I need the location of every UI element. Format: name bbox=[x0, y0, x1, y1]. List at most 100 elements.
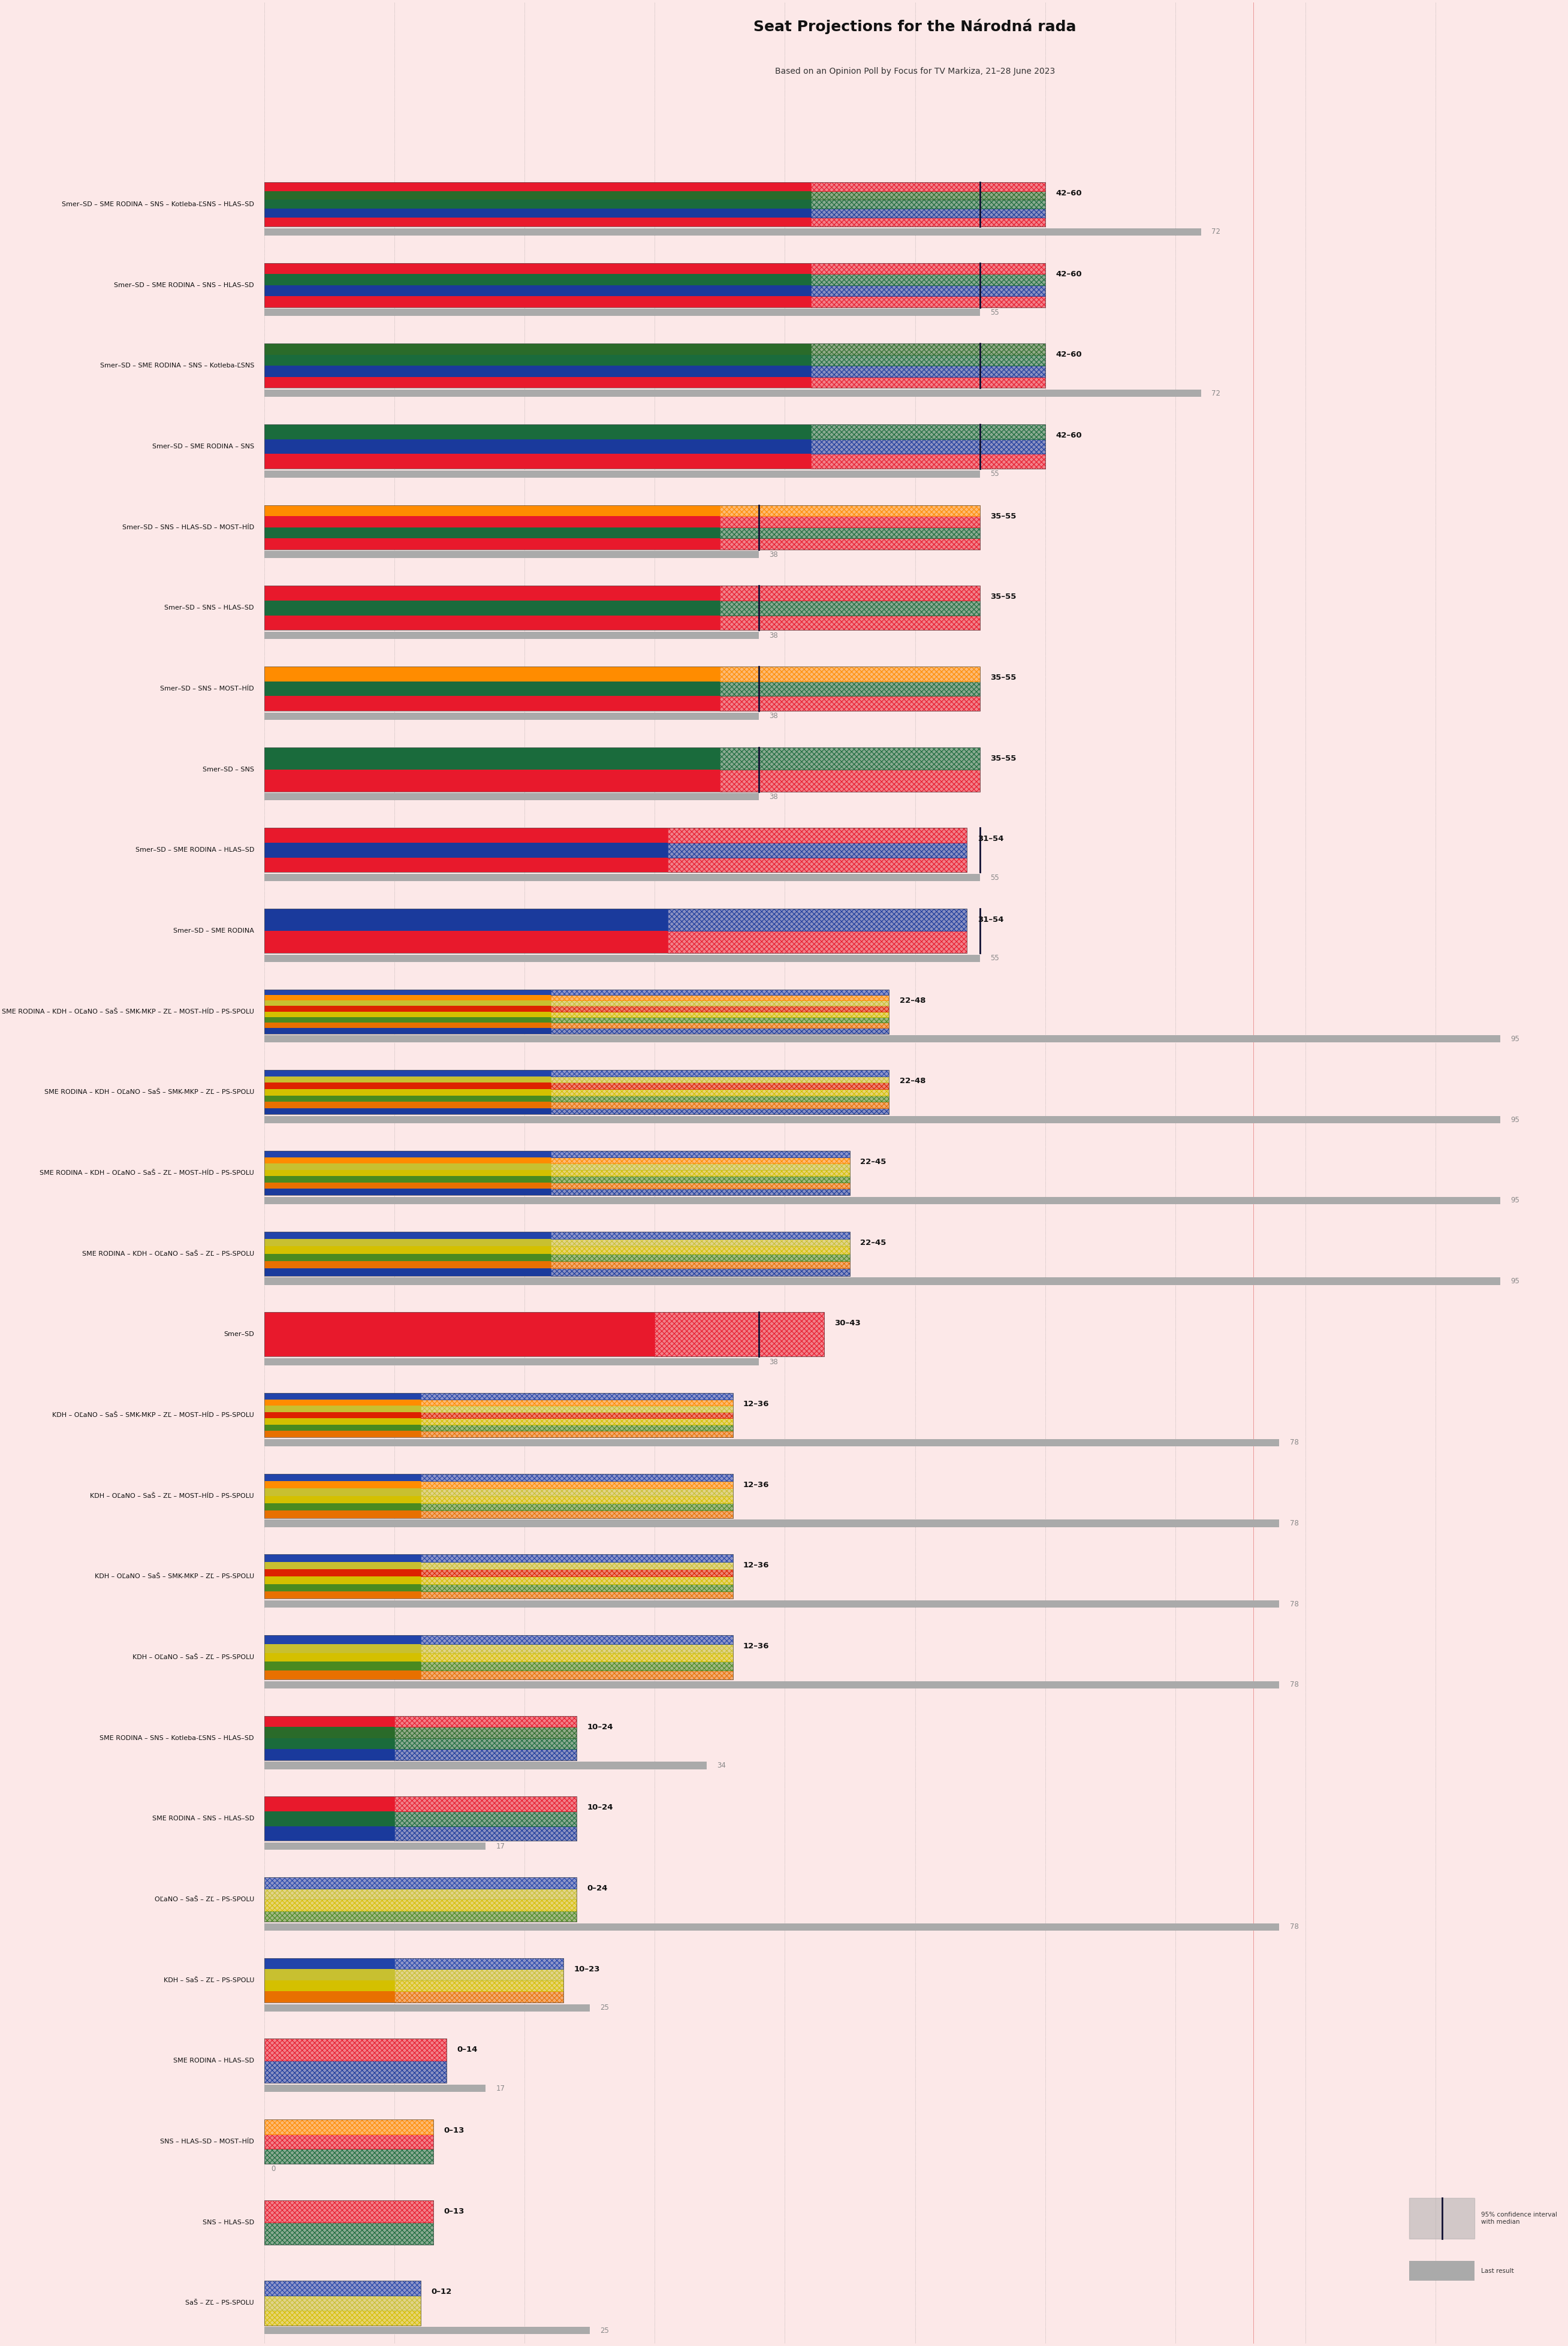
Bar bbox=[420, 1584, 732, 1591]
Bar bbox=[265, 2280, 420, 2297]
Bar bbox=[550, 1171, 850, 1175]
Bar bbox=[265, 2039, 447, 2062]
Bar bbox=[420, 1504, 732, 1511]
Bar bbox=[720, 769, 980, 791]
Bar bbox=[265, 2149, 434, 2163]
Bar bbox=[265, 666, 720, 680]
Bar bbox=[420, 1661, 732, 1670]
Bar bbox=[265, 1412, 420, 1419]
Bar bbox=[265, 2201, 434, 2245]
Bar bbox=[265, 1279, 1501, 1286]
Bar bbox=[811, 343, 1046, 354]
Bar bbox=[265, 1253, 550, 1262]
Text: 17: 17 bbox=[495, 2086, 505, 2093]
Text: 35–55: 35–55 bbox=[991, 755, 1016, 762]
Bar bbox=[265, 875, 980, 882]
Bar bbox=[550, 1246, 850, 1253]
Text: Smer–SD – SME RODINA – SNS – HLAS–SD: Smer–SD – SME RODINA – SNS – HLAS–SD bbox=[114, 282, 254, 289]
Text: Smer–SD: Smer–SD bbox=[224, 1333, 254, 1337]
Bar bbox=[395, 1825, 577, 1842]
Bar bbox=[550, 1164, 850, 1171]
Bar bbox=[265, 209, 811, 218]
Text: 95: 95 bbox=[1512, 1196, 1519, 1203]
Bar bbox=[265, 1431, 420, 1438]
Text: SME RODINA – KDH – OĽaNO – SaŠ – SMK-MKP – ZĽ – PS-SPOLU: SME RODINA – KDH – OĽaNO – SaŠ – SMK-MKP… bbox=[44, 1089, 254, 1096]
Bar bbox=[811, 199, 1046, 209]
Bar bbox=[265, 1900, 577, 1910]
Bar bbox=[420, 1497, 732, 1504]
Bar bbox=[265, 842, 668, 859]
Text: KDH – SaŠ – ZĽ – PS-SPOLU: KDH – SaŠ – ZĽ – PS-SPOLU bbox=[163, 1978, 254, 1982]
Text: Smer–SD – SME RODINA – SNS – Kotleba-ĽSNS – HLAS–SD: Smer–SD – SME RODINA – SNS – Kotleba-ĽSN… bbox=[61, 202, 254, 206]
Bar bbox=[811, 218, 1046, 228]
Bar bbox=[811, 378, 1046, 387]
Bar bbox=[265, 1103, 550, 1107]
Bar bbox=[265, 680, 720, 697]
Bar bbox=[395, 1980, 564, 1992]
Bar bbox=[265, 1797, 577, 1842]
Bar bbox=[395, 1750, 577, 1759]
Bar bbox=[420, 1473, 732, 1480]
Bar bbox=[550, 999, 889, 1006]
Bar bbox=[550, 990, 889, 995]
Bar bbox=[668, 931, 967, 952]
Bar bbox=[265, 1107, 550, 1114]
Bar bbox=[420, 1480, 732, 1487]
Bar bbox=[811, 439, 1046, 453]
Text: 22–48: 22–48 bbox=[900, 997, 925, 1004]
Bar bbox=[265, 1992, 395, 2003]
Bar bbox=[265, 1077, 550, 1084]
Bar bbox=[395, 1980, 564, 1992]
Bar bbox=[420, 1419, 732, 1424]
Text: 12–36: 12–36 bbox=[743, 1562, 770, 1569]
Bar bbox=[720, 504, 980, 516]
Bar bbox=[720, 586, 980, 601]
Bar bbox=[265, 2086, 486, 2093]
Bar bbox=[265, 2062, 447, 2083]
Bar bbox=[811, 263, 1046, 274]
Bar bbox=[265, 1189, 550, 1194]
Bar bbox=[395, 1811, 577, 1825]
Bar bbox=[265, 1487, 420, 1497]
Text: Smer–SD – SME RODINA – HLAS–SD: Smer–SD – SME RODINA – HLAS–SD bbox=[135, 847, 254, 854]
Bar bbox=[550, 1152, 850, 1157]
Text: SME RODINA – SNS – HLAS–SD: SME RODINA – SNS – HLAS–SD bbox=[152, 1816, 254, 1823]
Bar bbox=[265, 1738, 395, 1750]
Bar bbox=[265, 2135, 434, 2149]
Bar bbox=[668, 908, 967, 931]
Text: 34: 34 bbox=[717, 1762, 726, 1769]
Bar bbox=[265, 908, 967, 952]
Bar bbox=[265, 1480, 420, 1487]
Bar bbox=[265, 516, 720, 528]
Bar bbox=[265, 1035, 1501, 1042]
Bar bbox=[265, 2327, 590, 2334]
Bar bbox=[265, 183, 811, 190]
Text: 31–54: 31–54 bbox=[977, 835, 1004, 842]
Text: KDH – OĽaNO – SaŠ – SMK-MKP – ZĽ – MOST–HÍD – PS-SPOLU: KDH – OĽaNO – SaŠ – SMK-MKP – ZĽ – MOST–… bbox=[52, 1412, 254, 1419]
Bar bbox=[265, 1011, 550, 1018]
Bar bbox=[420, 1635, 732, 1645]
Bar bbox=[668, 828, 967, 842]
Bar bbox=[811, 274, 1046, 284]
Bar bbox=[265, 1635, 732, 1680]
Bar bbox=[265, 1152, 850, 1194]
Bar bbox=[420, 1591, 732, 1600]
Text: 78: 78 bbox=[1290, 1924, 1298, 1931]
Bar bbox=[265, 1889, 577, 1900]
Bar bbox=[265, 828, 668, 842]
Bar bbox=[720, 537, 980, 549]
Bar bbox=[668, 859, 967, 873]
Bar bbox=[265, 1398, 420, 1405]
Text: 95: 95 bbox=[1512, 1117, 1519, 1124]
Text: Smer–SD – SNS – MOST–HÍD: Smer–SD – SNS – MOST–HÍD bbox=[160, 685, 254, 692]
Bar bbox=[265, 1715, 577, 1759]
Bar bbox=[265, 1600, 1279, 1607]
Bar bbox=[265, 955, 980, 962]
Text: KDH – OĽaNO – SaŠ – ZĽ – MOST–HÍD – PS-SPOLU: KDH – OĽaNO – SaŠ – ZĽ – MOST–HÍD – PS-S… bbox=[89, 1492, 254, 1499]
Bar bbox=[550, 1028, 889, 1035]
Bar bbox=[265, 218, 811, 228]
Bar bbox=[265, 1473, 420, 1480]
Bar bbox=[811, 209, 1046, 218]
Bar bbox=[265, 1232, 550, 1239]
Bar bbox=[265, 2280, 420, 2325]
